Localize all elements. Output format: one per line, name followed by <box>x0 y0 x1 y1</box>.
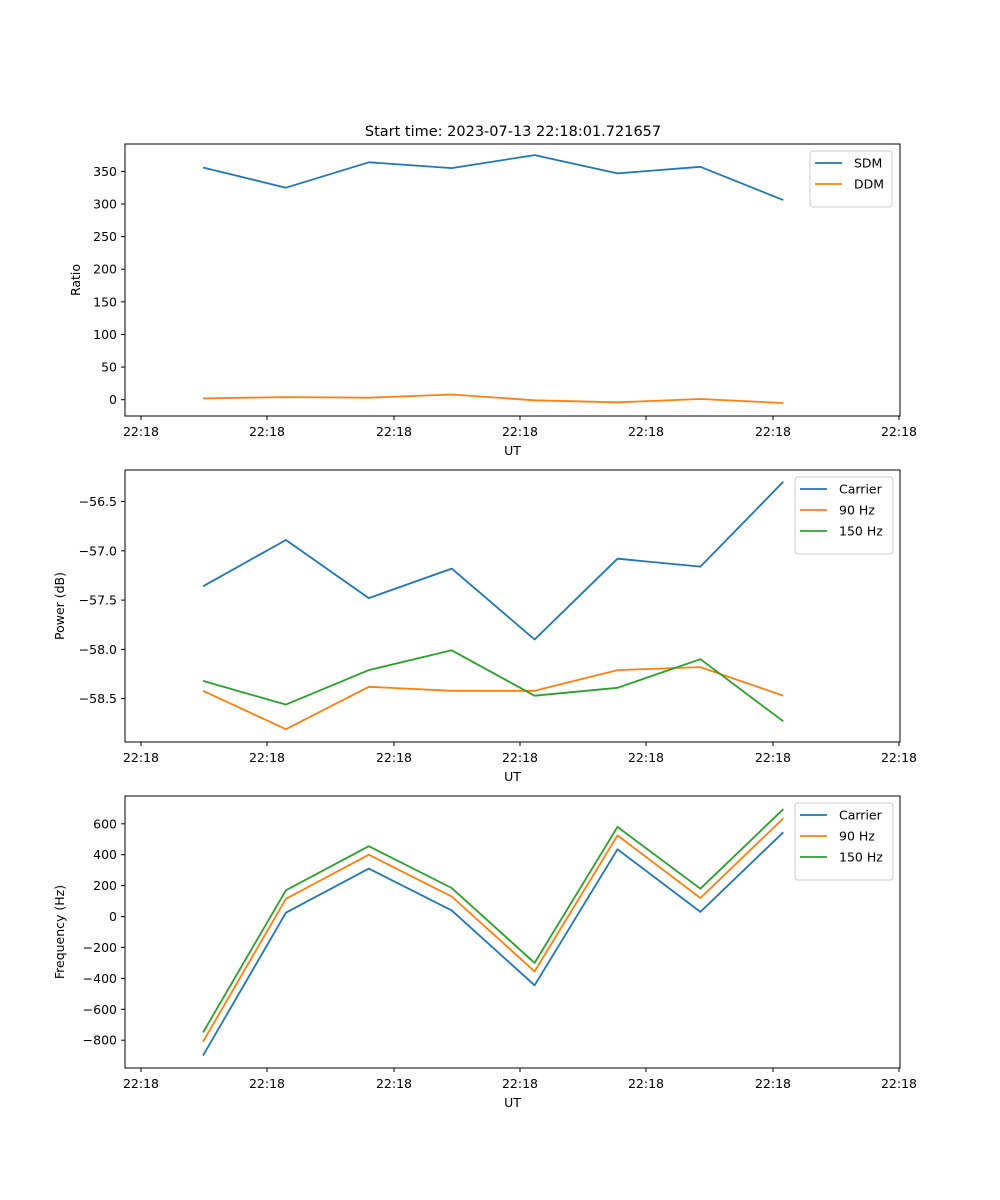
x-tick-label: 22:18 <box>755 750 791 765</box>
series-line-sdm <box>202 154 784 201</box>
series-line-90-hz <box>202 817 784 1043</box>
y-tick-label: 300 <box>93 197 117 212</box>
series-line-ddm <box>202 393 784 404</box>
legend-box <box>794 476 894 555</box>
legend-label: 90 Hz <box>839 829 875 844</box>
x-tick-label: 22:18 <box>502 424 538 439</box>
legend-label: 150 Hz <box>839 850 883 865</box>
y-tick-label: −600 <box>83 1002 117 1017</box>
y-tick-label: 200 <box>93 262 117 277</box>
x-axis-label: UT <box>504 443 521 458</box>
legend-label: SDM <box>854 156 882 171</box>
y-tick-label: 600 <box>93 816 117 831</box>
x-tick-label: 22:18 <box>502 750 538 765</box>
x-tick-label: 22:18 <box>628 1076 664 1091</box>
y-tick-label: −200 <box>83 940 117 955</box>
x-tick-label: 22:18 <box>628 750 664 765</box>
y-tick-label: 0 <box>109 909 117 924</box>
x-tick-label: 22:18 <box>376 750 412 765</box>
x-axis-label: UT <box>504 769 521 784</box>
ratio-chart: 0 50 100 150 200 250 300 350 22:18 22:18 22:18 22:1… <box>68 143 917 458</box>
x-tick-label: 22:18 <box>755 1076 791 1091</box>
y-tick-label: 250 <box>93 229 117 244</box>
legend-label: Carrier <box>839 482 883 497</box>
x-tick-label: 22:18 <box>881 750 917 765</box>
y-tick-label: 350 <box>93 164 117 179</box>
x-tick-label: 22:18 <box>881 424 917 439</box>
y-tick-label: 50 <box>101 360 117 375</box>
series-line-150-hz <box>202 808 784 1033</box>
legend-box <box>794 802 894 881</box>
x-tick-label: 22:18 <box>123 424 159 439</box>
y-tick-label: 150 <box>93 294 117 309</box>
axes-frame <box>124 469 901 743</box>
power-chart: −58.5 −58.0 −57.5 −57.0 −56.5 22:18 22:18 22:18… <box>52 469 917 784</box>
x-tick-label: 22:18 <box>502 1076 538 1091</box>
x-tick-label: 22:18 <box>755 424 791 439</box>
y-tick-label: −58.5 <box>79 691 117 706</box>
y-tick-label: −56.5 <box>79 494 117 509</box>
y-tick-label: −57.0 <box>79 543 117 558</box>
x-tick-label: 22:18 <box>881 1076 917 1091</box>
y-tick-label: −400 <box>83 971 117 986</box>
axes-frame <box>124 795 901 1069</box>
legend-label: Carrier <box>839 808 883 823</box>
y-tick-label: 100 <box>93 327 117 342</box>
series-line-150-hz <box>202 649 784 723</box>
y-tick-label: 400 <box>93 847 117 862</box>
legend: Carrier 90 Hz 150 Hz <box>794 476 894 555</box>
legend: Carrier 90 Hz 150 Hz <box>794 802 894 881</box>
axes-frame <box>124 143 901 417</box>
x-tick-label: 22:18 <box>249 750 285 765</box>
legend: SDM DDM <box>809 150 893 208</box>
y-axis-label: Power (dB) <box>52 572 67 640</box>
y-tick-label: −58.0 <box>79 642 117 657</box>
y-tick-label: 0 <box>109 392 117 407</box>
x-tick-label: 22:18 <box>123 1076 159 1091</box>
y-tick-label: 200 <box>93 878 117 893</box>
series-line-90-hz <box>202 666 784 731</box>
x-tick-label: 22:18 <box>249 424 285 439</box>
y-tick-label: −57.5 <box>79 593 117 608</box>
x-tick-label: 22:18 <box>628 424 664 439</box>
legend-box <box>809 150 893 208</box>
y-axis-label: Ratio <box>68 264 83 296</box>
legend-label: 150 Hz <box>839 524 883 539</box>
frequency-chart: −800 −600 −400 −200 0 200 400 600 22:18 22:18 22:1… <box>52 795 917 1110</box>
legend-label: DDM <box>854 177 884 192</box>
x-axis-label: UT <box>504 1095 521 1110</box>
x-tick-label: 22:18 <box>376 1076 412 1091</box>
legend-label: 90 Hz <box>839 503 875 518</box>
x-tick-label: 22:18 <box>376 424 412 439</box>
x-tick-label: 22:18 <box>123 750 159 765</box>
series-line-carrier <box>202 481 784 641</box>
y-tick-label: −800 <box>83 1033 117 1048</box>
series-line-carrier <box>202 831 784 1057</box>
y-axis-label: Frequency (Hz) <box>52 885 67 979</box>
x-tick-label: 22:18 <box>249 1076 285 1091</box>
chart-title: Start time: 2023-07-13 22:18:01.721657 <box>365 124 661 140</box>
